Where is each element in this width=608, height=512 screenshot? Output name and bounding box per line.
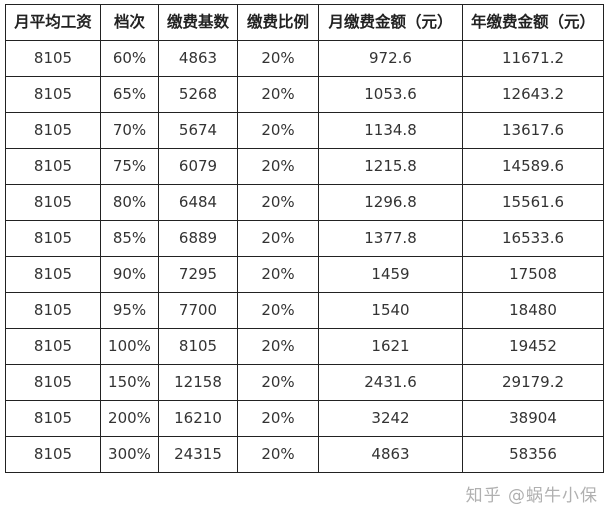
table-cell: 6484: [158, 184, 238, 221]
table-cell: 7295: [158, 256, 238, 293]
table-row: 8105 85% 6889 20% 1377.8 16533.6: [5, 220, 604, 257]
table-cell: 13617.6: [462, 112, 604, 149]
table-cell: 3242: [318, 400, 463, 437]
table-cell: 95%: [100, 292, 159, 329]
table-cell: 60%: [100, 40, 159, 77]
table-cell: 20%: [237, 148, 319, 185]
table-cell: 100%: [100, 328, 159, 365]
table-cell: 17508: [462, 256, 604, 293]
table-body: 8105 60% 4863 20% 972.6 11671.2 8105 65% 5268 20%…: [5, 40, 604, 473]
table-cell: 8105: [5, 292, 101, 329]
table-cell: 1621: [318, 328, 463, 365]
table-row: 8105 80% 6484 20% 1296.8 15561.6: [5, 184, 604, 221]
table-cell: 20%: [237, 328, 319, 365]
table-cell: 6889: [158, 220, 238, 257]
table-cell: 1134.8: [318, 112, 463, 149]
table-cell: 8105: [5, 436, 101, 473]
table-row: 8105 150% 12158 20% 2431.6 29179.2: [5, 364, 604, 401]
contribution-table: 月平均工资 档次 缴费基数 缴费比例 月缴费金额（元） 年缴费金额（元） 8105 60% 4…: [5, 4, 604, 473]
table-cell: 15561.6: [462, 184, 604, 221]
table-cell: 8105: [5, 112, 101, 149]
table-cell: 14589.6: [462, 148, 604, 185]
table-cell: 20%: [237, 40, 319, 77]
table-cell: 200%: [100, 400, 159, 437]
table-cell: 20%: [237, 184, 319, 221]
table-cell: 24315: [158, 436, 238, 473]
table-cell: 8105: [5, 220, 101, 257]
table-cell: 972.6: [318, 40, 463, 77]
table-cell: 8105: [5, 256, 101, 293]
table-cell: 20%: [237, 220, 319, 257]
table-cell: 20%: [237, 112, 319, 149]
table-cell: 8105: [5, 184, 101, 221]
table-cell: 58356: [462, 436, 604, 473]
table-row: 8105 90% 7295 20% 1459 17508: [5, 256, 604, 293]
table-cell: 1377.8: [318, 220, 463, 257]
column-header: 档次: [100, 4, 159, 41]
table-cell: 1459: [318, 256, 463, 293]
table-cell: 2431.6: [318, 364, 463, 401]
table-cell: 16210: [158, 400, 238, 437]
table-cell: 6079: [158, 148, 238, 185]
table-cell: 11671.2: [462, 40, 604, 77]
table-cell: 8105: [5, 400, 101, 437]
column-header: 月缴费金额（元）: [318, 4, 463, 41]
table-cell: 1540: [318, 292, 463, 329]
table-cell: 5674: [158, 112, 238, 149]
column-header: 缴费比例: [237, 4, 319, 41]
table-cell: 20%: [237, 364, 319, 401]
table-cell: 8105: [5, 364, 101, 401]
column-header: 缴费基数: [158, 4, 238, 41]
table-cell: 1215.8: [318, 148, 463, 185]
table-cell: 75%: [100, 148, 159, 185]
column-header: 年缴费金额（元）: [462, 4, 604, 41]
table-cell: 8105: [5, 148, 101, 185]
table-cell: 8105: [158, 328, 238, 365]
table-cell: 65%: [100, 76, 159, 113]
table-row: 8105 65% 5268 20% 1053.6 12643.2: [5, 76, 604, 113]
table-cell: 20%: [237, 292, 319, 329]
table-cell: 20%: [237, 400, 319, 437]
table-row: 8105 200% 16210 20% 3242 38904: [5, 400, 604, 437]
table-row: 8105 300% 24315 20% 4863 58356: [5, 436, 604, 473]
table-cell: 7700: [158, 292, 238, 329]
table-row: 8105 100% 8105 20% 1621 19452: [5, 328, 604, 365]
table-cell: 16533.6: [462, 220, 604, 257]
table-cell: 38904: [462, 400, 604, 437]
table-cell: 150%: [100, 364, 159, 401]
table-row: 8105 70% 5674 20% 1134.8 13617.6: [5, 112, 604, 149]
table-cell: 12643.2: [462, 76, 604, 113]
table-row: 8105 75% 6079 20% 1215.8 14589.6: [5, 148, 604, 185]
table-cell: 80%: [100, 184, 159, 221]
table-cell: 18480: [462, 292, 604, 329]
watermark: 知乎 @蜗牛小保: [465, 486, 598, 506]
table-cell: 4863: [318, 436, 463, 473]
table-cell: 20%: [237, 436, 319, 473]
table-cell: 90%: [100, 256, 159, 293]
table-cell: 4863: [158, 40, 238, 77]
table-row: 8105 95% 7700 20% 1540 18480: [5, 292, 604, 329]
table-cell: 300%: [100, 436, 159, 473]
table-cell: 8105: [5, 40, 101, 77]
table-cell: 20%: [237, 256, 319, 293]
table-cell: 5268: [158, 76, 238, 113]
table-cell: 70%: [100, 112, 159, 149]
table-cell: 19452: [462, 328, 604, 365]
table-cell: 1053.6: [318, 76, 463, 113]
table-row: 8105 60% 4863 20% 972.6 11671.2: [5, 40, 604, 77]
table-cell: 12158: [158, 364, 238, 401]
header-row: 月平均工资 档次 缴费基数 缴费比例 月缴费金额（元） 年缴费金额（元）: [5, 4, 604, 41]
column-header: 月平均工资: [5, 4, 101, 41]
table-cell: 20%: [237, 76, 319, 113]
table-cell: 8105: [5, 76, 101, 113]
table-cell: 85%: [100, 220, 159, 257]
table-cell: 1296.8: [318, 184, 463, 221]
table-cell: 8105: [5, 328, 101, 365]
table-cell: 29179.2: [462, 364, 604, 401]
